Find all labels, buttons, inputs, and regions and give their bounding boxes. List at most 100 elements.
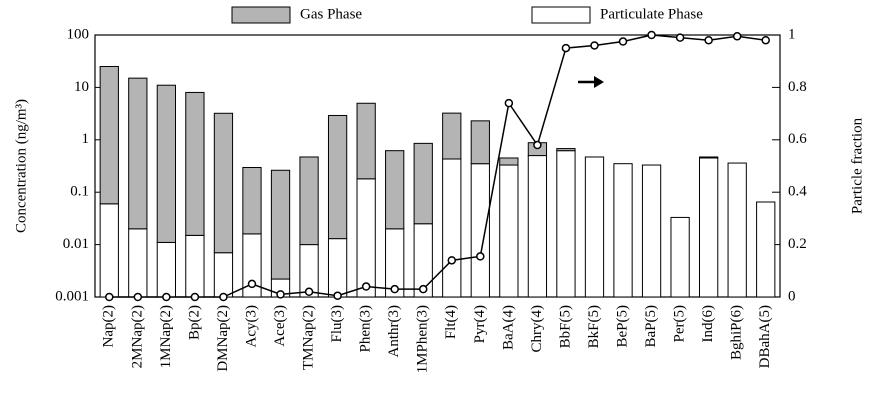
y-tick-label: 10 xyxy=(74,79,89,95)
legend-label: Gas Phase xyxy=(300,6,362,22)
bar-segment xyxy=(327,114,348,240)
x-tick-label: BghiP(6) xyxy=(729,305,745,360)
bar-segment xyxy=(213,112,234,254)
bar-segment xyxy=(527,155,548,298)
fraction-point xyxy=(361,282,371,291)
bar-segment xyxy=(128,77,148,230)
bar-segment xyxy=(556,150,576,298)
x-tick-label: BbF(5) xyxy=(557,305,573,348)
x-tick-label: Flu(3) xyxy=(329,305,345,343)
bar-segment xyxy=(156,84,176,243)
x-tick-label: Bp(2) xyxy=(186,305,202,340)
fraction-point xyxy=(162,292,171,302)
legend-swatch xyxy=(231,6,291,24)
y2-tick-label: 0.4 xyxy=(788,184,807,200)
x-tick-label: BaA(4) xyxy=(500,305,516,350)
fraction-point xyxy=(561,43,571,53)
x-tick-label: Per(5) xyxy=(672,305,688,343)
bar-segment xyxy=(699,157,719,298)
legend-swatch xyxy=(531,6,591,24)
x-tick-label: BaP(5) xyxy=(643,305,659,348)
bar-segment xyxy=(470,163,490,298)
bar-segment xyxy=(299,156,319,246)
fraction-point xyxy=(276,290,285,299)
x-tick-label: DBahA(5) xyxy=(757,305,773,368)
fraction-point xyxy=(190,292,200,302)
bar-segment xyxy=(756,201,776,298)
y-tick-label: 0.1 xyxy=(70,184,89,200)
x-tick-label: TMNap(2) xyxy=(301,305,317,370)
y2-tick-label: 0.8 xyxy=(788,79,807,95)
y-axis-label: Concentration (ng/m³) xyxy=(13,99,29,233)
fraction-point xyxy=(247,279,257,289)
fraction-point xyxy=(533,140,542,150)
bar-segment xyxy=(442,158,462,298)
bar-segment xyxy=(99,65,119,205)
bar-segment xyxy=(699,156,719,159)
bar-segment xyxy=(128,228,148,298)
fraction-point xyxy=(618,37,628,46)
x-tick-label: Acy(3) xyxy=(243,305,259,347)
bar-segment xyxy=(727,162,747,298)
plot-frame xyxy=(94,34,781,298)
fraction-point xyxy=(105,292,114,302)
fraction-point xyxy=(304,287,314,297)
bar-segment xyxy=(185,91,205,236)
bar-segment xyxy=(385,150,405,230)
fraction-point xyxy=(219,292,228,302)
x-tick-label: Anthr(3) xyxy=(386,305,402,358)
fraction-point xyxy=(675,33,685,42)
x-tick-label: Chry(4) xyxy=(529,305,545,353)
x-tick-label: 1MPhen(3) xyxy=(415,305,431,373)
fraction-point xyxy=(390,284,399,294)
fraction-point xyxy=(590,41,599,50)
y2-tick-label: 0.2 xyxy=(788,236,807,252)
fraction-point xyxy=(333,291,342,300)
fraction-point xyxy=(647,30,656,40)
fraction-line xyxy=(109,34,766,298)
fraction-point xyxy=(504,98,514,108)
y-tick-label: 1 xyxy=(82,131,90,147)
x-tick-label: Ind(6) xyxy=(700,305,716,343)
y-tick-label: 100 xyxy=(67,26,90,42)
bar-segment xyxy=(613,163,633,298)
x-tick-label: 1MNap(2) xyxy=(158,305,174,368)
bar-segment xyxy=(270,169,291,280)
bar-segment xyxy=(499,164,519,298)
bar-segment xyxy=(156,241,176,298)
x-tick-label: BkF(5) xyxy=(586,305,602,348)
bar-segment xyxy=(470,120,490,165)
y2-tick-label: 0 xyxy=(788,288,796,304)
fraction-point xyxy=(761,35,770,45)
bar-segment xyxy=(356,178,376,298)
bar-segment xyxy=(242,167,262,235)
bar-segment xyxy=(499,157,519,166)
bar-segment xyxy=(670,216,690,298)
annotation-arrow xyxy=(578,76,604,88)
bar-segment xyxy=(213,252,234,298)
bar-segment xyxy=(584,156,605,298)
x-tick-label: Ace(3) xyxy=(272,305,288,347)
y2-tick-label: 0.6 xyxy=(788,131,807,147)
fraction-point xyxy=(418,284,428,294)
bar-segment xyxy=(99,203,119,298)
x-tick-label: Phen(3) xyxy=(358,305,374,353)
fraction-point xyxy=(704,35,713,45)
y-tick-label: 0.01 xyxy=(63,236,89,252)
bar-segment xyxy=(413,142,433,225)
x-tick-label: Flt(4) xyxy=(443,305,459,339)
fraction-point xyxy=(447,256,457,265)
x-tick-label: Nap(2) xyxy=(101,305,117,347)
legend-label: Particulate Phase xyxy=(600,6,703,22)
bar-segment xyxy=(442,112,462,160)
y2-tick-label: 1 xyxy=(788,26,796,42)
bar-segment xyxy=(556,148,576,152)
bar-segment xyxy=(327,238,348,298)
fraction-point xyxy=(732,32,742,41)
y-tick-label: 0.001 xyxy=(55,288,89,304)
y2-axis-label: Particle fraction xyxy=(849,117,865,214)
x-tick-label: Pyr(4) xyxy=(472,305,488,343)
fraction-point xyxy=(133,292,143,302)
